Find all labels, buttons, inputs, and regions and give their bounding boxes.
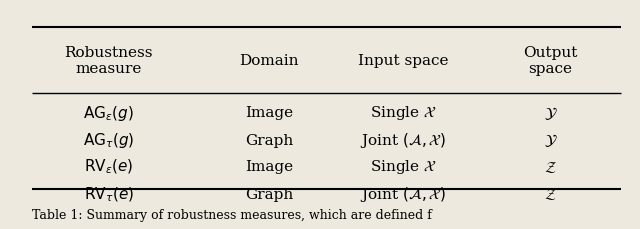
Text: Graph: Graph	[244, 134, 293, 148]
Text: $\mathrm{AG}_{\tau}(g)$: $\mathrm{AG}_{\tau}(g)$	[83, 131, 134, 150]
Text: Joint $(\mathcal{A}, \mathcal{X})$: Joint $(\mathcal{A}, \mathcal{X})$	[360, 131, 446, 150]
Text: Image: Image	[244, 160, 293, 174]
Text: Output
space: Output space	[524, 46, 577, 76]
Text: Single $\mathcal{X}$: Single $\mathcal{X}$	[370, 104, 436, 122]
Text: $\mathrm{AG}_{\epsilon}(g)$: $\mathrm{AG}_{\epsilon}(g)$	[83, 104, 134, 123]
Text: Graph: Graph	[244, 188, 293, 202]
Text: $\mathrm{RV}_{\tau}(e)$: $\mathrm{RV}_{\tau}(e)$	[84, 185, 134, 204]
Text: $\mathrm{RV}_{\epsilon}(e)$: $\mathrm{RV}_{\epsilon}(e)$	[84, 158, 134, 176]
Text: Input space: Input space	[358, 54, 449, 68]
Text: $\mathcal{Z}$: $\mathcal{Z}$	[544, 187, 557, 202]
Text: Domain: Domain	[239, 54, 298, 68]
Text: Joint $(\mathcal{A}, \mathcal{X})$: Joint $(\mathcal{A}, \mathcal{X})$	[360, 185, 446, 204]
Text: $\mathcal{Y}$: $\mathcal{Y}$	[543, 132, 557, 149]
Text: Robustness
measure: Robustness measure	[65, 46, 153, 76]
Text: $\mathcal{Y}$: $\mathcal{Y}$	[543, 105, 557, 122]
Text: $\mathcal{Z}$: $\mathcal{Z}$	[544, 160, 557, 175]
Text: Single $\mathcal{X}$: Single $\mathcal{X}$	[370, 158, 436, 176]
Text: Image: Image	[244, 106, 293, 120]
Text: Table 1: Summary of robustness measures, which are defined f: Table 1: Summary of robustness measures,…	[32, 209, 432, 222]
